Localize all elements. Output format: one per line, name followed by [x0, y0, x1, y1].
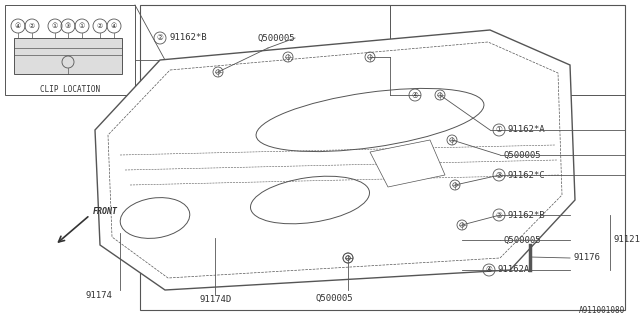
Text: ②: ② [495, 211, 502, 220]
Bar [5, 5, 135, 95]
Text: 91121: 91121 [613, 236, 640, 244]
Text: CLIP LOCATION: CLIP LOCATION [40, 84, 100, 93]
Text: ①: ① [79, 23, 85, 29]
Text: ③: ③ [65, 23, 71, 29]
Ellipse shape [250, 176, 369, 224]
Text: ③: ③ [495, 171, 502, 180]
Text: 91162*C: 91162*C [508, 171, 546, 180]
Text: ④: ④ [111, 23, 117, 29]
Text: ②: ② [157, 34, 163, 43]
Text: ④: ④ [486, 266, 492, 275]
Text: 91162A: 91162A [424, 91, 456, 100]
Polygon shape [95, 30, 575, 290]
Text: ①: ① [495, 125, 502, 134]
Text: 91174D: 91174D [200, 295, 232, 305]
Text: ②: ② [97, 23, 103, 29]
Bar [14, 38, 122, 74]
Polygon shape [370, 140, 445, 187]
Bar [140, 5, 625, 310]
Text: 91162*B: 91162*B [169, 34, 207, 43]
Text: ②: ② [29, 23, 35, 29]
Text: A911001080: A911001080 [579, 306, 625, 315]
Ellipse shape [256, 88, 484, 152]
Text: ①: ① [52, 23, 58, 29]
Text: Q500005: Q500005 [258, 34, 296, 43]
Ellipse shape [120, 198, 190, 238]
Text: 91176: 91176 [573, 253, 600, 262]
Text: Q500005: Q500005 [503, 150, 541, 159]
Text: ④: ④ [412, 91, 419, 100]
Text: Q500005: Q500005 [315, 293, 353, 302]
Text: FRONT: FRONT [93, 207, 118, 217]
Text: 91174: 91174 [85, 291, 112, 300]
Text: 91162*B: 91162*B [508, 211, 546, 220]
Text: ④: ④ [15, 23, 21, 29]
Text: 91162A: 91162A [498, 266, 531, 275]
Text: 91162*A: 91162*A [508, 125, 546, 134]
Text: Q500005: Q500005 [503, 236, 541, 244]
